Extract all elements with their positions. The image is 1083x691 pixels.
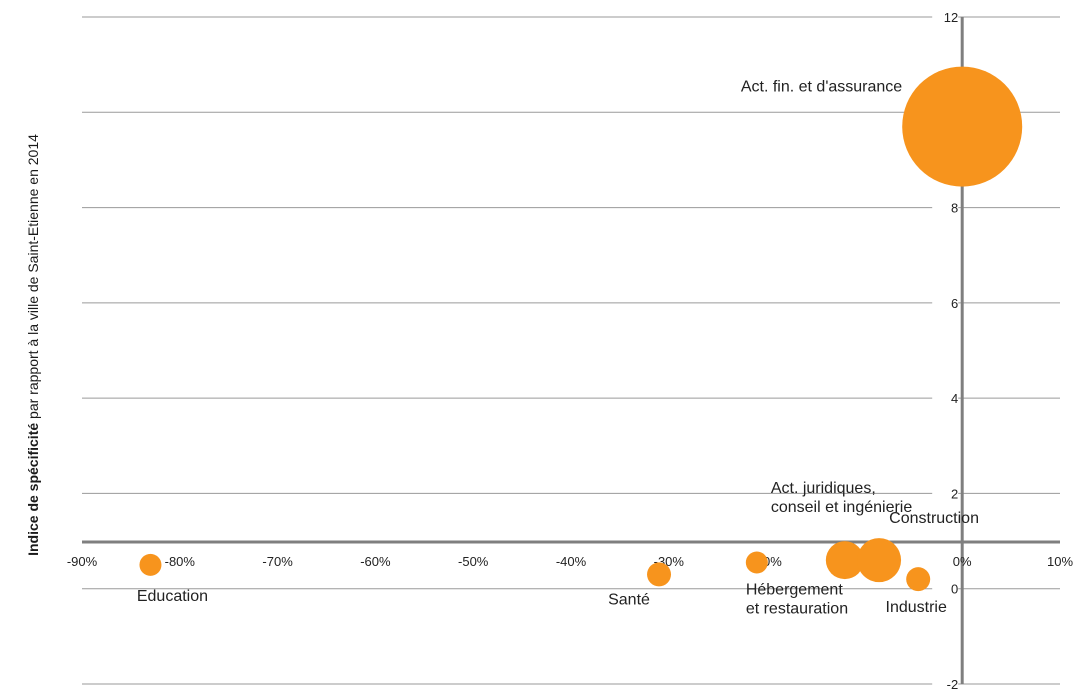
bubble-label-line: Santé bbox=[608, 591, 650, 608]
bubble-label: Industrie bbox=[886, 599, 947, 616]
bubble-label-line: Industrie bbox=[886, 599, 947, 616]
y-tick-label-bg bbox=[932, 484, 959, 502]
y-tick-label-bg bbox=[932, 293, 959, 311]
bubble bbox=[139, 553, 162, 576]
bubble bbox=[902, 66, 1023, 187]
bubble-label-line: conseil et ingénierie bbox=[771, 499, 913, 516]
bubble-label: Act. juridiques, conseil et ingénierie bbox=[771, 480, 913, 516]
y-tick-label: 2 bbox=[951, 486, 958, 501]
x-tick-label: -50% bbox=[458, 554, 489, 569]
x-tick-label: -60% bbox=[360, 554, 391, 569]
bubble-label-line: Construction bbox=[889, 510, 979, 527]
bubble bbox=[825, 541, 864, 580]
bubble-label: Act. fin. et d'assurance bbox=[741, 79, 902, 96]
bubble bbox=[906, 567, 931, 592]
bubble-label-line: Education bbox=[137, 588, 208, 605]
x-tick-label: 0% bbox=[953, 554, 972, 569]
y-tick-label: -2 bbox=[947, 677, 959, 691]
bubble-label: Santé bbox=[608, 591, 650, 608]
y-tick-label: 0 bbox=[951, 582, 958, 597]
y-tick-label: 12 bbox=[944, 10, 958, 25]
bubble-label: Construction bbox=[889, 510, 979, 527]
y-tick-label-bg bbox=[932, 389, 959, 407]
y-tick-label-bg bbox=[932, 579, 959, 597]
y-tick-label: 6 bbox=[951, 296, 958, 311]
x-tick-label: -40% bbox=[556, 554, 587, 569]
x-tick-label: 10% bbox=[1047, 554, 1073, 569]
y-tick-label-bg bbox=[932, 198, 959, 216]
x-tick-label: -70% bbox=[262, 554, 293, 569]
x-tick-label: -90% bbox=[67, 554, 98, 569]
x-tick-label: -80% bbox=[165, 554, 196, 569]
bubble bbox=[857, 538, 902, 583]
bubble bbox=[647, 562, 672, 587]
y-tick-label: 8 bbox=[951, 201, 958, 216]
y-tick-label-bg bbox=[932, 675, 959, 691]
y-tick-label-bg bbox=[932, 8, 959, 25]
bubble bbox=[745, 551, 768, 574]
bubble-label: Hébergement et restauration bbox=[746, 582, 848, 618]
bubble-label-line: Act. fin. et d'assurance bbox=[741, 79, 902, 96]
bubble-label-line: Hébergement bbox=[746, 582, 844, 599]
bubble-label-line: Act. juridiques, bbox=[771, 480, 876, 497]
bubble-label-line: et restauration bbox=[746, 601, 848, 618]
bubble-label: Education bbox=[137, 588, 208, 605]
y-tick-label: 4 bbox=[951, 391, 958, 406]
